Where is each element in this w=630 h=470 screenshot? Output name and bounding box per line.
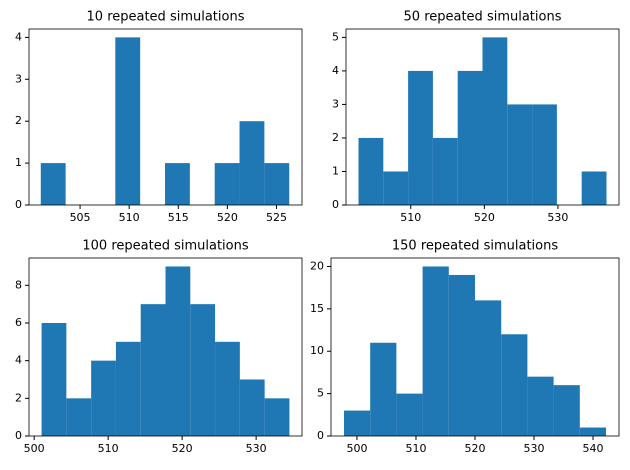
chart-title: 100 repeated simulations [82,239,248,254]
y-tick-label: 5 [317,387,324,400]
y-tick-label: 2 [15,391,22,404]
bar [239,379,265,436]
x-tick-label: 515 [168,211,189,224]
axes-frame [345,28,620,206]
bar [501,334,528,436]
bar [41,322,67,436]
y-tick-label: 0 [332,198,339,211]
y-tick-label: 20 [310,259,324,272]
chart-title: 150 repeated simulations [392,239,558,254]
y-tick-label: 5 [332,30,339,43]
bar [91,360,116,436]
x-tick-label: 530 [524,442,545,455]
bar [475,300,502,436]
x-tick-label: 510 [98,442,119,455]
x-tick-label: 530 [547,211,568,224]
x-tick-label: 525 [266,211,287,224]
bar [383,171,409,205]
x-tick-label: 510 [405,442,426,455]
bar [264,398,290,436]
bar [165,163,190,205]
bar [66,398,92,436]
y-tick-label: 10 [310,344,324,357]
y-tick-label: 0 [15,198,22,211]
bar [215,341,240,436]
x-tick-label: 530 [246,442,267,455]
bar [507,104,533,205]
bar [165,266,191,436]
bar [527,376,554,436]
axes-frame [330,257,620,437]
axes-frame [28,28,303,206]
chart-title: 10 repeated simulations [87,10,245,25]
y-tick-label: 1 [15,156,22,169]
bar [579,427,607,436]
y-tick-label: 3 [15,72,22,85]
y-tick-label: 15 [310,302,324,315]
bar [190,304,216,436]
x-tick-label: 520 [474,211,495,224]
bar [40,163,66,205]
axes-frame [28,257,303,437]
bar [239,121,265,205]
bar [581,171,607,205]
bar [140,304,166,436]
x-tick-label: 500 [24,442,45,455]
x-tick-label: 500 [346,442,367,455]
bar [358,137,384,205]
y-tick-label: 3 [332,97,339,110]
chart-title: 50 repeated simulations [404,10,562,25]
x-tick-label: 510 [400,211,421,224]
bar [396,393,423,436]
y-tick-label: 4 [15,30,22,43]
x-tick-label: 510 [119,211,140,224]
y-tick-label: 1 [332,164,339,177]
x-tick-label: 520 [465,442,486,455]
bar [457,70,483,206]
bar [432,137,458,205]
y-tick-label: 4 [15,354,22,367]
y-tick-label: 4 [332,64,339,77]
x-tick-label: 520 [217,211,238,224]
y-tick-label: 6 [15,316,22,329]
bar [115,341,141,436]
bar [532,104,557,205]
x-tick-label: 520 [172,442,193,455]
x-tick-label: 505 [70,211,91,224]
bar [115,37,141,205]
y-tick-label: 2 [332,131,339,144]
bar [343,410,371,436]
bar [214,163,240,205]
bar [482,37,508,205]
bar [264,163,290,205]
y-tick-label: 2 [15,114,22,127]
y-tick-label: 0 [317,429,324,442]
bar [448,274,475,436]
bar [422,266,449,436]
bar [408,70,433,206]
x-tick-label: 540 [583,442,604,455]
y-tick-label: 8 [15,278,22,291]
bar [553,385,580,436]
y-tick-label: 0 [15,429,22,442]
bar [370,342,397,436]
